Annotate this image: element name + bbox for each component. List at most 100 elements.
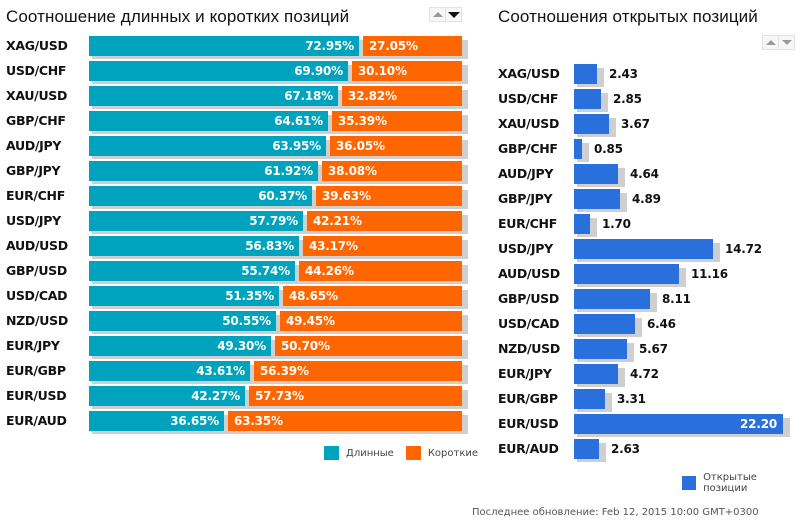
long-value-label: 42.27% bbox=[191, 389, 240, 403]
open-positions-bar bbox=[574, 89, 601, 109]
open-positions-title: Соотношения открытых позиций bbox=[498, 7, 758, 26]
short-bar bbox=[280, 311, 462, 331]
short-bar bbox=[299, 261, 462, 281]
open-positions-bar bbox=[574, 364, 618, 384]
legend-label-long: Длинные bbox=[346, 447, 394, 459]
category-label: USD/JPY bbox=[498, 241, 553, 256]
short-value-label: 50.70% bbox=[281, 339, 330, 353]
long-bar bbox=[89, 86, 338, 106]
sort-ascending-button[interactable] bbox=[430, 8, 445, 21]
long-value-label: 51.35% bbox=[225, 289, 274, 303]
open-positions-bar bbox=[574, 264, 679, 284]
open-positions-bar bbox=[574, 439, 599, 459]
sort-ascending-button[interactable] bbox=[763, 36, 778, 49]
long-bar bbox=[89, 411, 224, 431]
open-positions-bar bbox=[574, 164, 618, 184]
triangle-down-icon bbox=[781, 40, 792, 45]
short-bar bbox=[316, 186, 462, 206]
category-label: GBP/USD bbox=[498, 291, 559, 306]
long-value-label: 64.61% bbox=[274, 114, 323, 128]
bar-value-label: 5.67 bbox=[639, 342, 668, 356]
category-label: AUD/USD bbox=[498, 266, 560, 281]
bar-value-label: 22.20 bbox=[740, 417, 777, 431]
long-bar bbox=[89, 311, 276, 331]
open-positions-bar bbox=[574, 64, 597, 84]
category-label: XAG/USD bbox=[498, 66, 560, 81]
category-label: XAG/USD bbox=[6, 38, 68, 53]
open-positions-bar bbox=[574, 339, 627, 359]
long-bar bbox=[89, 361, 250, 381]
triangle-up-icon bbox=[765, 40, 776, 45]
open-positions-bar bbox=[574, 414, 783, 434]
category-label: EUR/JPY bbox=[6, 338, 60, 353]
category-label: AUD/USD bbox=[6, 238, 68, 253]
open-positions-bar bbox=[574, 214, 590, 234]
short-bar bbox=[275, 336, 462, 356]
triangle-down-icon bbox=[447, 11, 460, 18]
long-value-label: 67.18% bbox=[284, 89, 333, 103]
legend-item-open: Открытые позиции bbox=[682, 472, 798, 494]
bar-value-label: 4.89 bbox=[632, 192, 661, 206]
short-value-label: 56.39% bbox=[260, 364, 309, 378]
long-bar bbox=[89, 261, 295, 281]
sort-descending-button[interactable] bbox=[445, 8, 461, 21]
legend-item-short: Короткие bbox=[405, 446, 478, 460]
open-positions-bar bbox=[574, 114, 609, 134]
long-value-label: 63.95% bbox=[272, 139, 321, 153]
bar-value-label: 6.46 bbox=[647, 317, 676, 331]
short-value-label: 35.39% bbox=[338, 114, 387, 128]
long-bar bbox=[89, 211, 303, 231]
bar-value-label: 3.31 bbox=[617, 392, 646, 406]
category-label: USD/CAD bbox=[498, 316, 560, 331]
long-value-label: 50.55% bbox=[222, 314, 271, 328]
short-bar bbox=[303, 236, 462, 256]
short-bar bbox=[342, 86, 462, 106]
bar-value-label: 14.72 bbox=[725, 242, 762, 256]
category-label: NZD/USD bbox=[6, 313, 68, 328]
short-bar bbox=[352, 61, 462, 81]
long-value-label: 72.95% bbox=[305, 39, 354, 53]
long-bar bbox=[89, 336, 271, 356]
category-label: EUR/CHF bbox=[6, 188, 65, 203]
short-value-label: 36.05% bbox=[336, 139, 385, 153]
category-label: GBP/JPY bbox=[6, 163, 61, 178]
category-label: AUD/JPY bbox=[6, 138, 62, 153]
short-bar bbox=[228, 411, 462, 431]
short-value-label: 39.63% bbox=[322, 189, 371, 203]
long-value-label: 69.90% bbox=[294, 64, 343, 78]
category-label: EUR/AUD bbox=[498, 441, 559, 456]
long-bar bbox=[89, 111, 328, 131]
long-bar bbox=[89, 36, 359, 56]
category-label: USD/CAD bbox=[6, 288, 68, 303]
open-positions-bar bbox=[574, 389, 605, 409]
bar-value-label: 1.70 bbox=[602, 217, 631, 231]
long-value-label: 55.74% bbox=[241, 264, 290, 278]
short-value-label: 57.73% bbox=[255, 389, 304, 403]
long-short-legend: Длинные Короткие bbox=[324, 446, 490, 460]
long-bar bbox=[89, 236, 299, 256]
bar-value-label: 2.43 bbox=[609, 67, 638, 81]
long-value-label: 43.61% bbox=[196, 364, 245, 378]
short-value-label: 49.45% bbox=[286, 314, 335, 328]
bar-value-label: 2.85 bbox=[613, 92, 642, 106]
long-value-label: 36.65% bbox=[170, 414, 219, 428]
category-label: GBP/CHF bbox=[6, 113, 66, 128]
category-label: NZD/USD bbox=[498, 341, 560, 356]
legend-swatch-short bbox=[405, 446, 421, 460]
short-value-label: 30.10% bbox=[358, 64, 407, 78]
category-label: EUR/JPY bbox=[498, 366, 552, 381]
short-value-label: 48.65% bbox=[289, 289, 338, 303]
category-label: GBP/CHF bbox=[498, 141, 558, 156]
category-label: XAU/USD bbox=[498, 116, 560, 131]
sort-descending-button[interactable] bbox=[778, 36, 794, 49]
bar-value-label: 0.85 bbox=[594, 142, 623, 156]
category-label: USD/CHF bbox=[498, 91, 559, 106]
short-value-label: 38.08% bbox=[328, 164, 377, 178]
category-label: EUR/USD bbox=[6, 388, 67, 403]
short-bar bbox=[322, 161, 462, 181]
short-bar bbox=[249, 386, 462, 406]
long-bar bbox=[89, 286, 279, 306]
open-positions-sort-controls bbox=[762, 35, 795, 50]
